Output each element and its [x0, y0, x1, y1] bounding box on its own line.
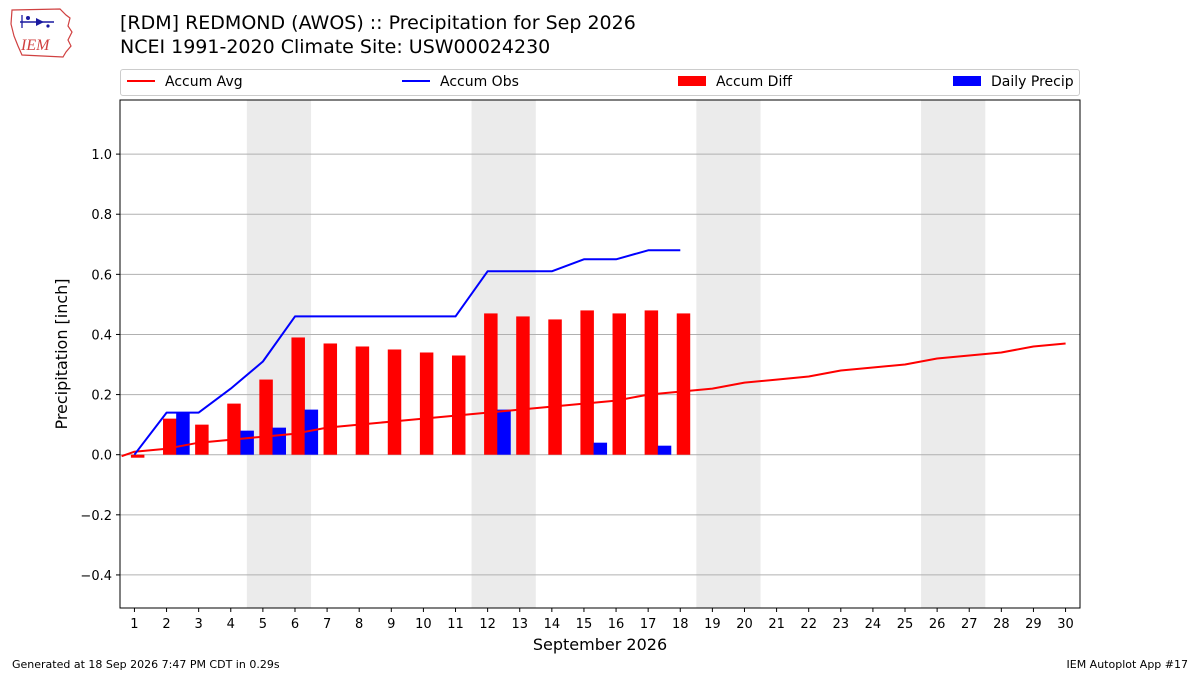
- y-tick-label: 1.0: [91, 148, 112, 163]
- x-tick-label: 17: [640, 617, 657, 632]
- daily-precip-bar: [240, 430, 254, 455]
- accum-diff-bar: [259, 379, 273, 455]
- x-tick-label: 19: [704, 617, 721, 632]
- accum-diff-bar: [419, 352, 434, 455]
- x-tick-label: 1: [130, 617, 138, 632]
- x-tick-label: 5: [259, 617, 267, 632]
- daily-precip-bar: [593, 442, 608, 455]
- x-tick-label: 30: [1057, 617, 1074, 632]
- accum-diff-bar: [676, 313, 691, 455]
- x-tick-label: 29: [1025, 617, 1042, 632]
- accum-diff-bar: [355, 346, 370, 455]
- accum-diff-bar: [195, 424, 209, 455]
- daily-precip-bar: [272, 427, 286, 455]
- accum-diff-bar: [227, 403, 241, 455]
- x-tick-label: 24: [865, 617, 882, 632]
- accum-diff-bar: [130, 454, 145, 458]
- accum-diff-bar: [580, 310, 594, 455]
- y-tick-label: 0.4: [91, 328, 112, 343]
- x-tick-label: 25: [897, 617, 914, 632]
- y-tick-label: 0.8: [91, 208, 112, 223]
- x-tick-label: 10: [415, 617, 432, 632]
- x-tick-label: 15: [576, 617, 593, 632]
- y-tick-label: 0.2: [91, 389, 112, 404]
- accum-diff-bar: [163, 418, 177, 455]
- chart-title: [RDM] REDMOND (AWOS) :: Precipitation fo…: [120, 12, 636, 34]
- x-tick-label: 12: [479, 617, 496, 632]
- y-tick-label: 0.0: [91, 449, 112, 464]
- daily-precip-bar: [176, 412, 190, 455]
- legend-label-accum-avg: Accum Avg: [165, 74, 243, 90]
- accum-diff-bar: [612, 313, 627, 455]
- y-axis-label: Precipitation [inch]: [52, 278, 71, 429]
- x-tick-label: 4: [227, 617, 235, 632]
- x-tick-label: 9: [387, 617, 395, 632]
- accum-diff-bar: [323, 343, 338, 455]
- x-tick-label: 16: [608, 617, 625, 632]
- legend-item-daily-precip: Daily Precip: [953, 74, 1074, 90]
- x-tick-label: 6: [291, 617, 299, 632]
- x-tick-label: 26: [929, 617, 946, 632]
- legend-swatch-accum-diff: [678, 76, 706, 86]
- x-axis-ticks: 1 2 3 4 5 6 7 8 9 10 11 12 13 14 15 16 17 18 19 20 21 22 23 24 2…: [130, 608, 1074, 632]
- legend-swatch-accum-avg: [127, 80, 155, 82]
- daily-precip-bar: [304, 409, 319, 455]
- accum-diff-bar: [644, 310, 659, 455]
- plot-frame: [119, 99, 1081, 609]
- chart-subtitle: NCEI 1991-2020 Climate Site: USW00024230: [120, 36, 551, 58]
- legend-swatch-accum-obs: [402, 80, 430, 82]
- legend-label-accum-diff: Accum Diff: [716, 74, 793, 90]
- x-tick-label: 23: [833, 617, 850, 632]
- legend: Accum Avg Accum Obs Accum Diff Daily Pre…: [120, 69, 1080, 96]
- legend-item-accum-avg: Accum Avg: [127, 74, 243, 90]
- accum-diff-bar: [516, 316, 530, 455]
- legend-swatch-daily-precip: [953, 76, 981, 86]
- accum-avg-line: [121, 342, 1066, 458]
- iem-logo-graphic: IEM: [10, 8, 73, 58]
- app-credit: IEM Autoplot App #17: [1066, 658, 1189, 671]
- accum-obs-line: [133, 249, 681, 456]
- accum-diff-bar: [291, 337, 305, 455]
- accum-diff-bar: [451, 355, 466, 455]
- y-tick-label: −0.2: [80, 509, 112, 524]
- x-tick-label: 13: [511, 617, 528, 632]
- legend-item-accum-obs: Accum Obs: [402, 74, 519, 90]
- x-tick-label: 2: [162, 617, 170, 632]
- weekend-band: [696, 100, 761, 608]
- generated-timestamp: Generated at 18 Sep 2026 7:47 PM CDT in …: [12, 658, 280, 671]
- iem-logo: IEM: [8, 6, 80, 58]
- x-tick-label: 3: [195, 617, 203, 632]
- y-tick-label: −0.4: [80, 569, 112, 584]
- x-axis-label: September 2026: [533, 635, 667, 654]
- accum-diff-bar: [548, 319, 562, 455]
- x-tick-label: 8: [355, 617, 363, 632]
- x-tick-label: 14: [544, 617, 561, 632]
- legend-label-accum-obs: Accum Obs: [440, 74, 519, 90]
- y-tick-label: 0.6: [91, 268, 112, 283]
- y-axis-ticks: −0.4 −0.2 0.0 0.2 0.4 0.6 0.8 1.0: [80, 148, 120, 584]
- x-tick-label: 18: [672, 617, 689, 632]
- x-tick-label: 28: [993, 617, 1010, 632]
- line-series: [121, 249, 1066, 458]
- accum-diff-bar: [387, 349, 402, 455]
- logo-text: IEM: [20, 37, 51, 54]
- legend-item-accum-diff: Accum Diff: [678, 74, 792, 90]
- accum-diff-bar: [484, 313, 498, 455]
- x-tick-label: 20: [736, 617, 753, 632]
- x-tick-label: 7: [323, 617, 331, 632]
- x-tick-label: 22: [800, 617, 817, 632]
- legend-label-daily-precip: Daily Precip: [991, 74, 1074, 90]
- x-tick-label: 27: [961, 617, 978, 632]
- x-tick-label: 11: [447, 617, 464, 632]
- x-tick-label: 21: [768, 617, 785, 632]
- bar-series: [130, 310, 691, 458]
- daily-precip-bar: [657, 445, 672, 455]
- daily-precip-bar: [497, 409, 511, 455]
